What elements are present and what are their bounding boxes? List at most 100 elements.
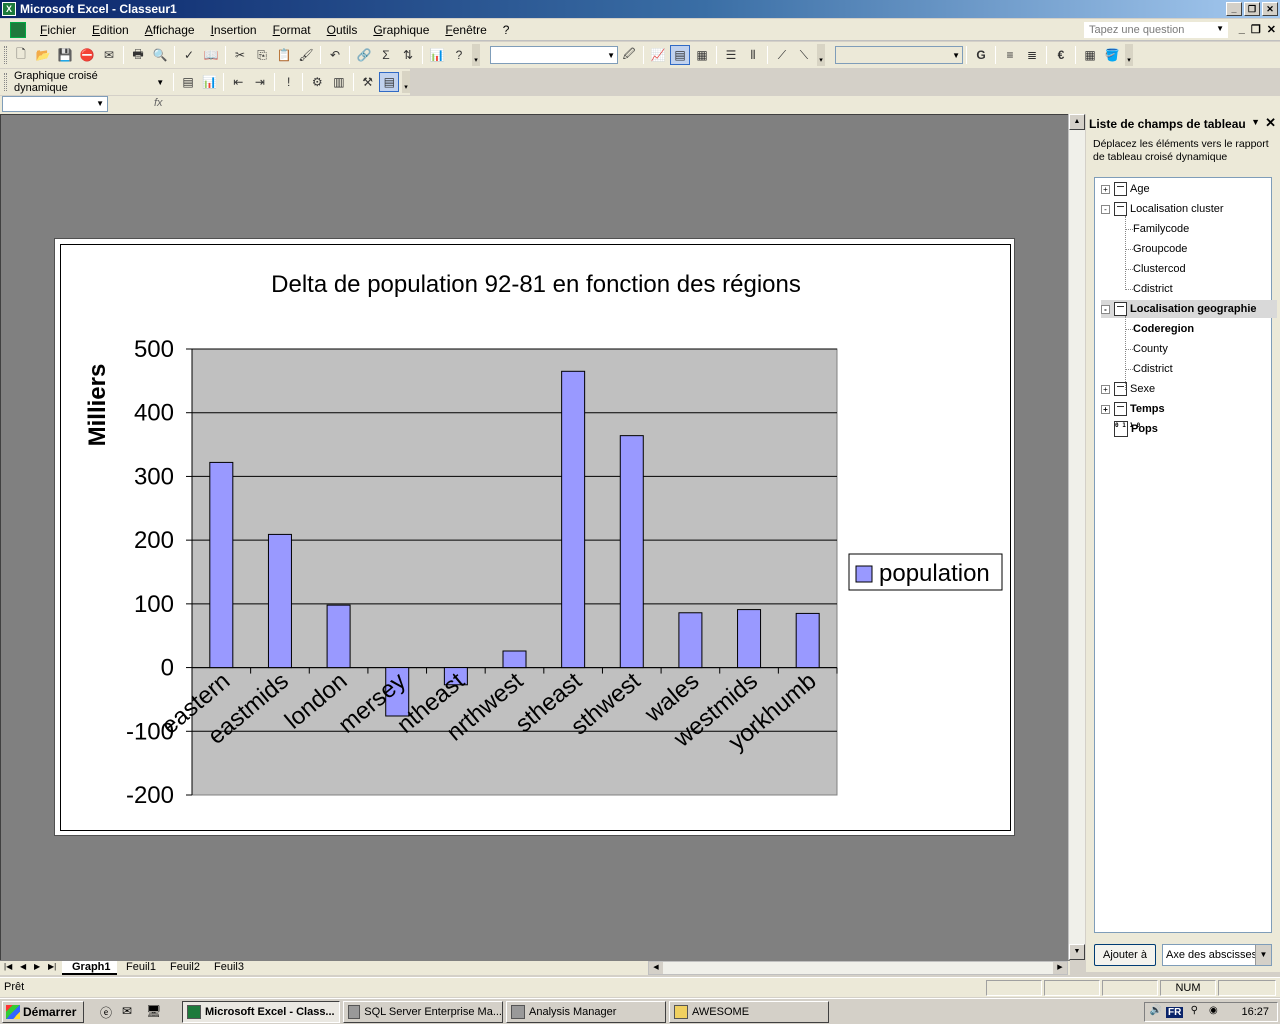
expand-icon[interactable]: + [1101, 384, 1110, 394]
task-excel[interactable]: Microsoft Excel - Class... [182, 1001, 340, 1023]
workbook-icon[interactable] [10, 21, 26, 38]
show-detail-icon[interactable]: ⇥ [254, 75, 265, 89]
field-item[interactable]: Groupcode [1125, 240, 1187, 258]
language-indicator[interactable]: FR [1166, 1006, 1184, 1018]
by-row-icon[interactable]: ☰ [725, 48, 737, 62]
doc-minimize-button[interactable]: _ [1238, 23, 1245, 35]
chart-objects-combo[interactable]: ▼ [490, 46, 618, 64]
table-options-icon[interactable]: ⚒ [362, 75, 373, 89]
align-center-icon[interactable]: ≡ [1006, 48, 1014, 62]
research-icon[interactable]: 📖 [203, 48, 219, 62]
open-icon[interactable]: 📂 [35, 48, 51, 62]
hyperlink-icon[interactable]: 🔗 [356, 48, 372, 62]
email-icon[interactable]: ✉ [103, 48, 115, 62]
field-item[interactable]: Familycode [1125, 220, 1189, 238]
doc-restore-button[interactable]: ❐ [1250, 24, 1261, 36]
toolbar-grip[interactable] [4, 46, 7, 64]
font-combo[interactable]: ▼ [835, 46, 963, 64]
horizontal-scrollbar[interactable]: ◀ ▶ [648, 961, 1068, 975]
menu-outils[interactable]: Outils [326, 22, 358, 37]
by-column-icon[interactable]: ⫴ [750, 47, 756, 62]
menu-edition[interactable]: Edition [92, 22, 129, 37]
menu-graphique[interactable]: Graphique [373, 22, 430, 37]
sheet-tab-feuil2[interactable]: Feuil2 [170, 961, 200, 973]
field-item[interactable]: - Localisation cluster [1101, 200, 1224, 218]
sort-icon[interactable]: ⇅ [402, 48, 414, 62]
vertical-scrollbar[interactable]: ▲ ▼ [1068, 114, 1085, 960]
new-icon[interactable]: 🗋 [16, 46, 26, 61]
field-item[interactable]: County [1125, 340, 1168, 358]
first-sheet-icon[interactable]: |◀ [4, 962, 13, 971]
pivot-chart-menu[interactable]: Graphique croisé dynamique [13, 70, 98, 94]
bold-icon[interactable]: G [976, 48, 986, 62]
autosum-icon[interactable]: Σ [382, 48, 390, 62]
chevron-down-icon[interactable]: ▼ [1255, 945, 1271, 965]
next-sheet-icon[interactable]: ▶ [34, 962, 41, 971]
toolbar-grip[interactable] [4, 73, 7, 91]
chevron-down-icon[interactable]: ▼ [156, 77, 165, 87]
menu-insertion[interactable]: Insertion [210, 22, 257, 37]
field-item[interactable]: + Sexe [1101, 380, 1155, 398]
task-sql-server[interactable]: SQL Server Enterprise Ma... [343, 1001, 503, 1023]
scroll-right-button[interactable]: ▶ [1053, 962, 1067, 974]
angle-down-icon[interactable]: ⟋ [777, 47, 787, 62]
fx-icon[interactable]: fx [154, 97, 163, 109]
sheet-tab-feuil1[interactable]: Feuil1 [126, 961, 156, 973]
menu-fichier[interactable]: Fichier [40, 22, 77, 37]
minimize-button[interactable]: _ [1226, 2, 1242, 16]
axis-select[interactable]: Axe des abscisses ▼ [1162, 944, 1272, 966]
field-settings-icon[interactable]: ⚙ [311, 75, 323, 89]
chart-wizard-icon[interactable]: 📊 [202, 75, 218, 89]
name-box[interactable]: ▼ [2, 96, 108, 112]
format-selection-icon[interactable]: 🖉 [622, 46, 636, 61]
chart-type-icon[interactable]: 📈 [650, 48, 666, 62]
field-item[interactable]: + Temps [1101, 400, 1165, 418]
print-icon[interactable]: 🖶 [132, 46, 144, 61]
restore-button[interactable]: ❐ [1244, 2, 1260, 16]
field-item[interactable]: + Age [1101, 180, 1150, 198]
chart-area[interactable]: -200 -100 0 100 200 300 400 500 eastern eastmids l… [54, 238, 1015, 836]
save-icon[interactable]: 💾 [57, 48, 73, 62]
desktop-icon[interactable]: 🖥 [146, 1004, 162, 1018]
field-item[interactable]: Cdistrict [1125, 360, 1173, 378]
field-list-icon[interactable]: ▤ [379, 72, 400, 92]
paste-icon[interactable]: 📋 [276, 48, 292, 62]
toolbar-options-button[interactable]: ▾ [472, 44, 480, 66]
spelling-icon[interactable]: ✓ [183, 48, 195, 62]
fill-color-icon[interactable]: 🪣 [1104, 48, 1120, 62]
sheet-tab-feuil3[interactable]: Feuil3 [214, 961, 244, 973]
menu-fenetre[interactable]: Fenêtre [445, 22, 487, 37]
field-item[interactable]: Clustercod [1125, 260, 1186, 278]
print-preview-icon[interactable]: 🔍 [152, 48, 168, 62]
align-right-icon[interactable]: ≣ [1026, 48, 1038, 62]
last-sheet-icon[interactable]: ▶| [48, 962, 57, 971]
format-report-icon[interactable]: ▤ [182, 75, 194, 89]
field-item[interactable]: Coderegion [1125, 320, 1194, 338]
copy-icon[interactable]: ⎘ [257, 47, 267, 62]
sheet-tab-graph1[interactable]: Graph1 [62, 961, 117, 975]
data-table-icon[interactable]: ▦ [696, 48, 708, 62]
menu-format[interactable]: Format [272, 22, 311, 37]
prev-sheet-icon[interactable]: ◀ [20, 962, 27, 971]
collapse-icon[interactable]: - [1101, 304, 1110, 314]
refresh-icon[interactable]: ! [286, 75, 291, 89]
outlook-icon[interactable]: ✉ [122, 1004, 133, 1018]
close-icon[interactable]: ✕ [1265, 115, 1276, 130]
legend-icon[interactable]: ▤ [670, 45, 690, 65]
chart-wizard-icon[interactable]: 📊 [429, 48, 445, 62]
field-item[interactable]: Cdistrict [1125, 280, 1173, 298]
ie-icon[interactable]: ⓔ [100, 1006, 113, 1020]
doc-close-button[interactable]: ✕ [1266, 24, 1276, 36]
toolbar3-options-button[interactable]: ▾ [1125, 44, 1133, 66]
chevron-down-icon[interactable]: ▼ [1216, 24, 1224, 33]
close-button[interactable]: ✕ [1262, 2, 1278, 16]
menu-affichage[interactable]: Affichage [144, 22, 195, 37]
collapse-icon[interactable]: - [1101, 204, 1110, 214]
format-painter-icon[interactable]: 🖌 [298, 48, 314, 62]
task-analysis-manager[interactable]: Analysis Manager [506, 1001, 666, 1023]
scroll-left-button[interactable]: ◀ [649, 962, 663, 974]
angle-up-icon[interactable]: ⟍ [799, 47, 809, 62]
permission-icon[interactable]: ⛔ [79, 48, 95, 62]
field-item[interactable]: - Localisation geographie [1101, 300, 1277, 318]
globe-icon[interactable]: ◉ [1208, 1005, 1218, 1016]
